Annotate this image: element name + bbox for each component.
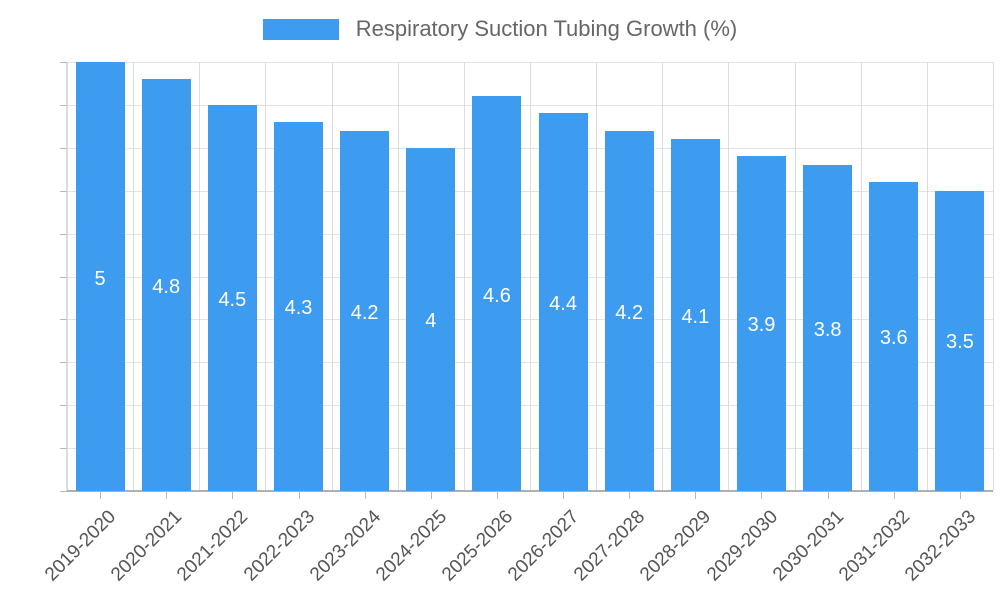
bar[interactable] xyxy=(472,96,522,491)
gridline-vertical xyxy=(464,62,465,491)
gridline-vertical xyxy=(67,62,68,491)
bar-value-label: 4.4 xyxy=(549,293,577,316)
bar[interactable] xyxy=(604,130,654,491)
gridline-vertical xyxy=(133,62,134,491)
x-axis-tick-label: 2025-2026 xyxy=(437,506,518,586)
bar[interactable] xyxy=(274,122,323,491)
x-axis-tick-label: 2027-2028 xyxy=(570,506,650,586)
x-axis-tick-label: 2028-2029 xyxy=(636,506,716,586)
gridline-vertical xyxy=(398,62,399,491)
bar-value-label: 4.5 xyxy=(218,288,247,311)
x-axis-tick-mark xyxy=(299,491,300,499)
bar[interactable] xyxy=(869,182,919,491)
x-axis-baseline xyxy=(67,490,993,492)
x-axis-tick-mark xyxy=(563,491,564,499)
x-axis-tick-label: 2030-2031 xyxy=(768,506,848,586)
bar[interactable] xyxy=(406,147,456,491)
gridline-vertical xyxy=(530,62,531,491)
x-axis-tick-label: 2023-2024 xyxy=(305,506,385,586)
bar-value-label: 5 xyxy=(94,267,106,290)
bar-value-label: 4.1 xyxy=(681,305,710,328)
bar[interactable] xyxy=(803,164,853,491)
gridline-vertical xyxy=(927,62,928,491)
bar[interactable] xyxy=(141,79,191,491)
y-axis-tick-mark xyxy=(60,190,67,192)
gridline-vertical xyxy=(332,62,333,491)
x-axis-tick-label: 2019-2020 xyxy=(41,506,121,586)
x-axis-tick-label: 2029-2030 xyxy=(702,506,782,586)
bar-value-label: 4.8 xyxy=(152,276,181,299)
y-axis-tick-mark xyxy=(60,319,67,321)
x-axis-tick-mark xyxy=(100,491,101,499)
x-axis-tick-mark xyxy=(232,491,233,499)
bar[interactable] xyxy=(75,62,125,491)
x-axis-tick-mark xyxy=(497,491,498,499)
y-axis-tick-mark xyxy=(60,448,67,450)
x-axis-tick-mark xyxy=(166,491,167,499)
x-axis-tick-mark xyxy=(960,491,961,499)
y-axis-tick-mark xyxy=(60,362,67,364)
x-axis-tick-mark xyxy=(629,491,630,499)
bar-value-label: 3.6 xyxy=(879,327,908,350)
x-axis-tick-label: 2032-2033 xyxy=(900,506,981,586)
y-axis-tick-mark xyxy=(60,62,67,63)
x-axis-tick-mark xyxy=(365,491,366,499)
x-axis-tick-label: 2024-2025 xyxy=(371,506,451,586)
legend-color-swatch-icon xyxy=(262,18,339,40)
gridline-vertical xyxy=(795,62,796,491)
bar[interactable] xyxy=(207,104,257,491)
bar[interactable] xyxy=(737,156,786,491)
x-axis-tick-mark xyxy=(431,491,432,499)
y-axis-tick-mark xyxy=(60,104,67,106)
bar-value-label: 4.3 xyxy=(284,297,313,320)
gridline-vertical xyxy=(993,62,994,491)
x-axis-tick-label: 2022-2023 xyxy=(239,506,319,586)
x-axis-tick-label: 2020-2021 xyxy=(107,506,187,586)
y-axis-tick-mark xyxy=(60,147,67,149)
bar-value-label: 3.5 xyxy=(946,331,974,354)
bar-value-label: 4 xyxy=(425,310,437,333)
bar-value-label: 4.2 xyxy=(615,301,644,324)
bar-value-label: 3.9 xyxy=(747,314,776,337)
legend-item-respiratory-suction-tubing-growth[interactable]: Respiratory Suction Tubing Growth (%) xyxy=(262,16,738,41)
x-axis-tick-mark xyxy=(828,491,829,499)
bar-value-label: 3.8 xyxy=(813,318,842,341)
gridline-vertical xyxy=(596,62,597,491)
x-axis-tick-label: 2021-2022 xyxy=(173,506,253,586)
x-axis-tick-mark xyxy=(761,491,762,499)
bar-value-label: 4.2 xyxy=(350,301,379,324)
y-axis-tick-mark xyxy=(60,491,67,492)
gridline-vertical xyxy=(728,62,729,491)
chart-legend: Respiratory Suction Tubing Growth (%) xyxy=(0,10,1000,48)
y-axis-tick-mark xyxy=(60,276,67,278)
bar[interactable] xyxy=(670,139,720,491)
gridline-vertical xyxy=(265,62,266,491)
bar[interactable] xyxy=(935,190,985,491)
gridline-vertical xyxy=(861,62,862,491)
y-axis-tick-mark xyxy=(60,233,67,235)
plot-area: 00.51.01.52.02.53.03.54.04.55.0 54.84.54… xyxy=(41,62,994,585)
bar-value-label: 4.6 xyxy=(483,284,511,307)
legend-label: Respiratory Suction Tubing Growth (%) xyxy=(355,16,738,41)
y-axis-tick-mark xyxy=(60,405,67,407)
gridline-vertical xyxy=(199,62,200,491)
x-axis-tick-mark xyxy=(894,491,895,499)
bar[interactable] xyxy=(340,130,390,491)
x-axis-tick-mark xyxy=(695,491,696,499)
x-axis-tick-label: 2031-2032 xyxy=(834,506,914,586)
x-axis-tick-label: 2026-2027 xyxy=(504,506,584,586)
bar[interactable] xyxy=(538,113,588,491)
gridline-vertical xyxy=(662,62,663,491)
